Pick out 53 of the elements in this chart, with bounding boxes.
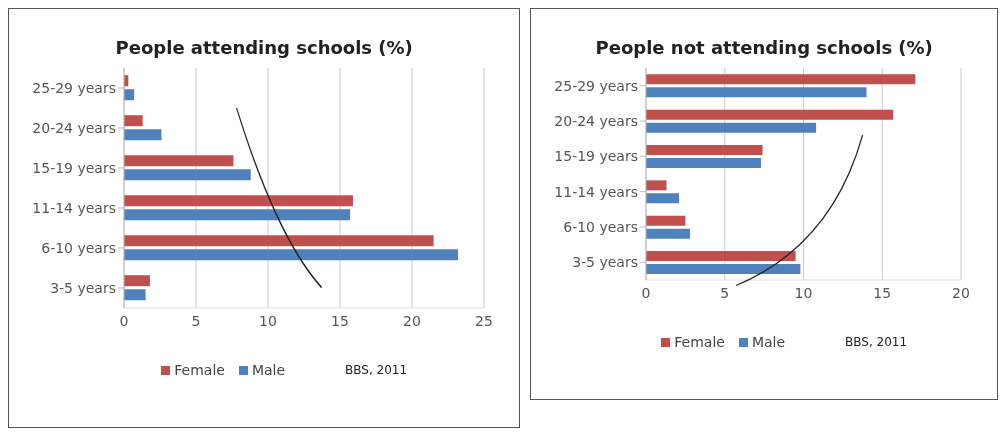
bar bbox=[124, 249, 459, 261]
bar bbox=[124, 209, 351, 221]
bar bbox=[646, 264, 801, 275]
chart-title: People attending schools (%) bbox=[114, 37, 414, 58]
legend-label: Female bbox=[673, 334, 725, 350]
bar bbox=[646, 145, 763, 156]
bar bbox=[124, 115, 143, 127]
bar bbox=[646, 74, 916, 85]
legend-label: Male bbox=[750, 334, 786, 350]
bar bbox=[124, 155, 234, 167]
bar bbox=[124, 169, 251, 181]
x-tick-label: 0 bbox=[119, 312, 129, 329]
bar bbox=[646, 122, 817, 133]
chart-title: People not attending schools (%) bbox=[594, 37, 934, 58]
x-tick-label: 10 bbox=[259, 312, 277, 329]
bar bbox=[124, 129, 162, 141]
x-tick-label: 5 bbox=[720, 284, 730, 301]
y-tick-label: 6-10 years bbox=[41, 239, 116, 256]
x-tick-label: 5 bbox=[191, 312, 201, 329]
bar bbox=[646, 193, 680, 204]
x-tick-label: 10 bbox=[794, 284, 813, 301]
x-tick-label: 25 bbox=[475, 312, 493, 329]
y-tick-label: 20-24 years bbox=[32, 119, 116, 136]
y-tick-label: 3-5 years bbox=[50, 279, 116, 296]
x-tick-label: 15 bbox=[331, 312, 349, 329]
legend-label: Male bbox=[250, 362, 286, 378]
y-tick-label: 3-5 years bbox=[572, 254, 639, 271]
y-tick-label: 20-24 years bbox=[554, 112, 639, 129]
text: BBS, 2011 bbox=[345, 363, 408, 377]
bar bbox=[646, 251, 797, 262]
y-tick-label: 25-29 years bbox=[32, 79, 116, 96]
y-tick-label: 11-14 years bbox=[554, 183, 639, 200]
bar bbox=[124, 195, 353, 207]
legend-label: Female bbox=[173, 362, 225, 378]
y-tick-label: 6-10 years bbox=[563, 218, 639, 235]
text: BBS, 2011 bbox=[845, 335, 908, 349]
bar bbox=[124, 275, 150, 287]
y-tick-label: 11-14 years bbox=[32, 199, 116, 216]
bar bbox=[646, 180, 667, 191]
y-tick-label: 15-19 years bbox=[554, 148, 639, 165]
bar bbox=[124, 289, 146, 301]
bar bbox=[646, 228, 691, 239]
y-tick-label: 25-29 years bbox=[554, 77, 639, 94]
x-tick-label: 0 bbox=[641, 284, 651, 301]
y-tick-label: 15-19 years bbox=[32, 159, 116, 176]
bar bbox=[646, 109, 894, 120]
bar bbox=[646, 158, 762, 169]
x-tick-label: 15 bbox=[873, 284, 892, 301]
x-tick-label: 20 bbox=[952, 284, 971, 301]
bar bbox=[646, 215, 686, 226]
bar bbox=[124, 235, 434, 247]
x-tick-label: 20 bbox=[403, 312, 421, 329]
bar bbox=[646, 87, 867, 98]
